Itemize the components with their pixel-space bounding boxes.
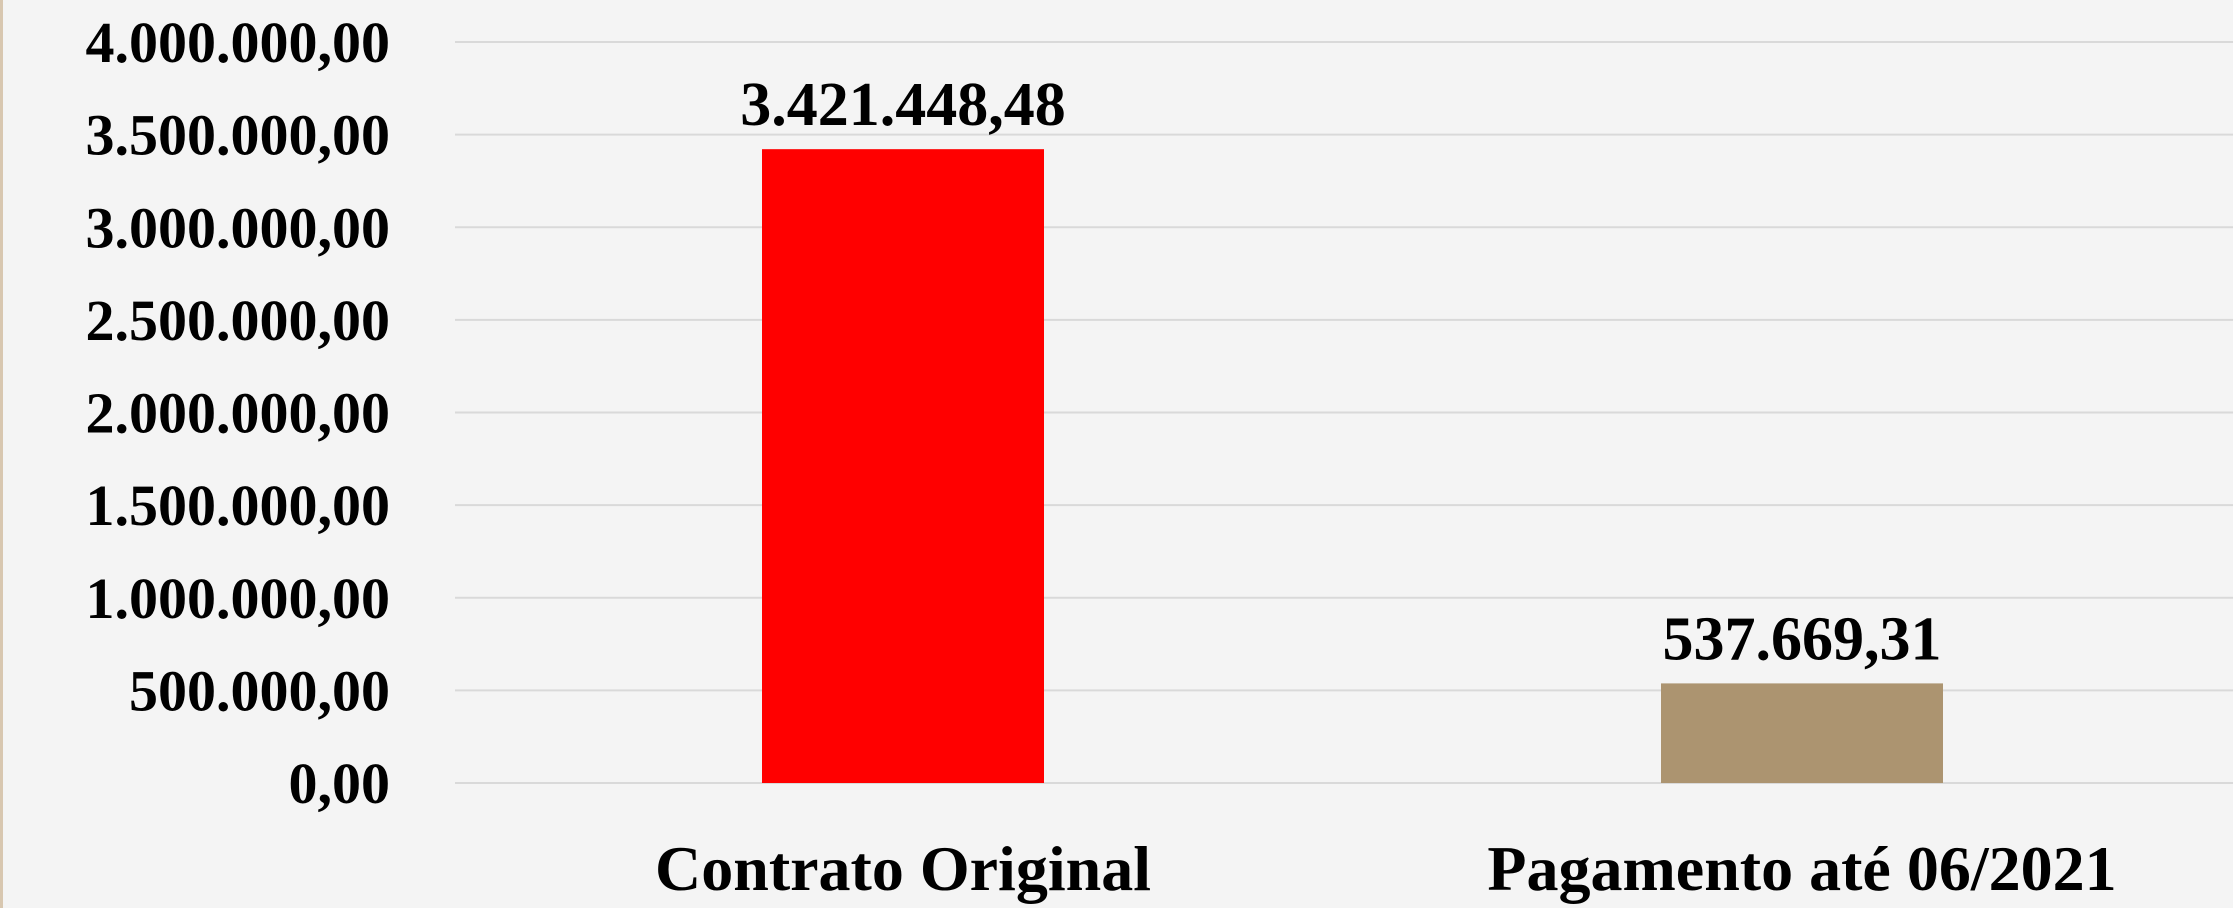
- y-tick-label: 0,00: [289, 751, 391, 816]
- category-labels: Contrato Original Pagamento até 06/2021: [655, 833, 2117, 904]
- grid-lines: [455, 41, 2233, 784]
- category-label: Pagamento até 06/2021: [1487, 833, 2116, 904]
- y-tick-label: 2.500.000,00: [86, 288, 391, 353]
- bar: [762, 149, 1044, 784]
- data-label: 537.669,31: [1663, 605, 1942, 673]
- data-label: 3.421.448,48: [740, 71, 1066, 139]
- bars: [762, 149, 1943, 784]
- bar: [1661, 683, 1943, 783]
- y-tick-label: 500.000,00: [129, 658, 390, 723]
- y-tick-label: 3.000.000,00: [86, 195, 391, 260]
- category-label: Contrato Original: [655, 833, 1151, 904]
- y-tick-label: 2.000.000,00: [86, 381, 391, 446]
- left-edge-border: [0, 0, 3, 908]
- y-tick-label: 4.000.000,00: [86, 10, 391, 75]
- y-tick-label: 1.000.000,00: [86, 566, 391, 631]
- y-tick-label: 1.500.000,00: [86, 473, 391, 538]
- y-axis-tick-labels: 0,00 500.000,00 1.000.000,00 1.500.000,00 2.…: [86, 10, 391, 816]
- data-labels: 3.421.448,48 537.669,31: [740, 71, 1941, 673]
- y-tick-label: 3.500.000,00: [86, 103, 391, 168]
